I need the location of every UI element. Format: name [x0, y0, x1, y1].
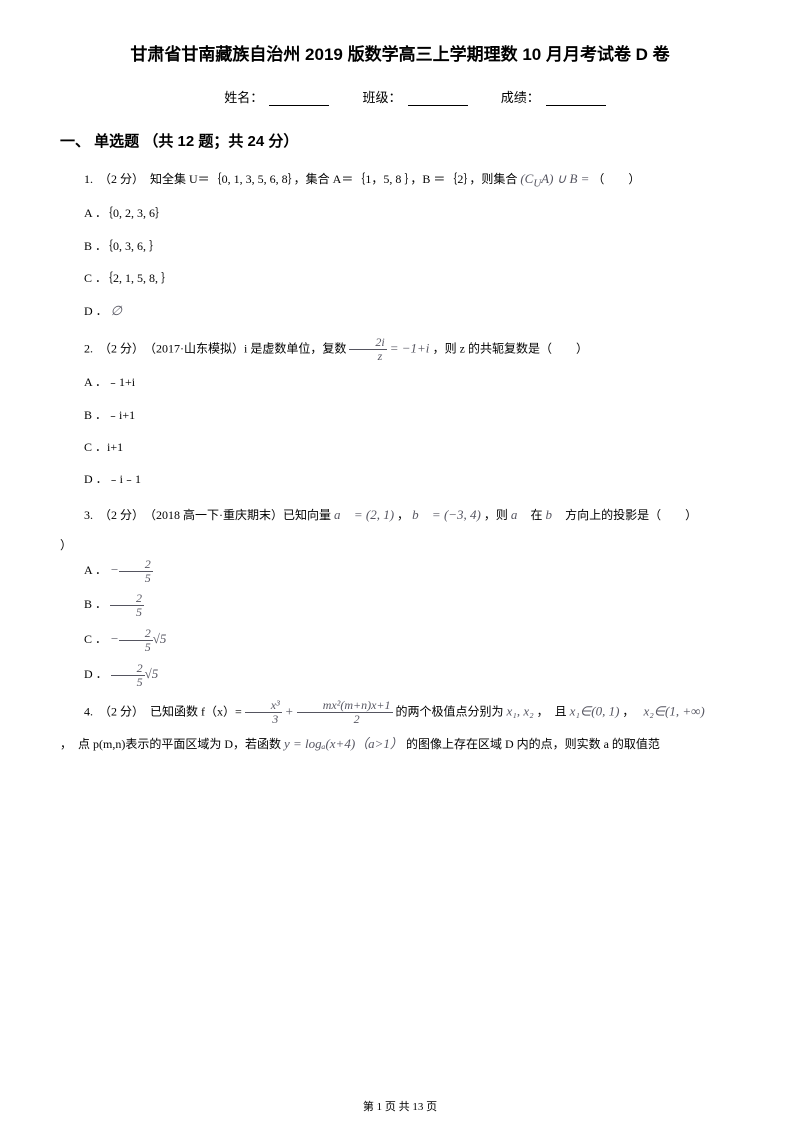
q1-option-d: D ． ∅ [60, 297, 740, 326]
q2-option-b: B ．﹣i+1 [60, 402, 740, 428]
q4-stem-pre: 4. （2 分） 已知函数 f（x）= [84, 705, 245, 719]
q2-option-d: D ．﹣i﹣1 [60, 466, 740, 492]
q1-option-b: B ．｛0, 3, 6, ｝ [60, 233, 740, 259]
q3-mid1: ， [397, 508, 412, 522]
q3-d-pre: D ． [84, 667, 108, 681]
q3-close-paren: ） [60, 534, 740, 557]
q4-x1x2-icon: x₁, x₂ [507, 704, 534, 719]
q3-stem: 3. （2 分） （2018 高一下·重庆期末）已知向量 a⃗ = (2, 1)… [60, 503, 740, 528]
page-title: 甘肃省甘南藏族自治州 2019 版数学高三上学期理数 10 月月考试卷 D 卷 [60, 40, 740, 65]
name-label: 姓名： [224, 90, 263, 105]
q1-stem-post: （ ） [592, 172, 640, 186]
q4-l2-post: 的图像上存在区域 D 内的点，则实数 a 的取值范 [406, 737, 660, 751]
name-blank[interactable] [269, 91, 329, 106]
q2-stem-post: ，则 z 的共轭复数是（ ） [433, 341, 588, 355]
q1-stem-pre: 1. （2 分） 知全集 U＝｛0, 1, 3, 5, 6, 8｝，集合 A＝｛… [84, 172, 517, 186]
q3-option-b: B ． 25 [60, 591, 740, 619]
q3-d-frac-icon: 25 [111, 662, 145, 689]
q3-a-formula-icon: − [110, 562, 119, 577]
exam-page: 甘肃省甘南藏族自治州 2019 版数学高三上学期理数 10 月月考试卷 D 卷 … [0, 0, 800, 1132]
q3-mid3: 在 [531, 508, 546, 522]
q1-d-label: D ． [84, 304, 108, 318]
q3-d-sqrt-icon: √5 [145, 666, 159, 681]
q4-mid2: ， 且 [537, 705, 567, 719]
q3-stem-post: 方向上的投影是（ ） [565, 508, 697, 522]
q3-b-frac-icon: 25 [110, 592, 144, 619]
student-info-row: 姓名： 班级： 成绩： [60, 87, 740, 106]
q3-c-pre: C ． [84, 632, 107, 646]
q2-stem: 2. （2 分） （2017·山东模拟）i 是虚数单位，复数 2iz = −1+… [60, 336, 740, 363]
page-footer: 第 1 页 共 13 页 [0, 1098, 800, 1114]
q4-stem-line1: 4. （2 分） 已知函数 f（x）= x³3 + mx²(m+n)x+12 的… [60, 699, 740, 726]
q4-frac2-icon: mx²(m+n)x+12 [297, 699, 393, 726]
q1-option-c: C ．｛2, 1, 5, 8, ｝ [60, 265, 740, 291]
question-1: 1. （2 分） 知全集 U＝｛0, 1, 3, 5, 6, 8｝，集合 A＝｛… [60, 167, 740, 326]
q2-option-a: A ．﹣1+i [60, 369, 740, 395]
question-4: 4. （2 分） 已知函数 f（x）= x³3 + mx²(m+n)x+12 的… [60, 699, 740, 757]
q2-eq-icon: = −1+i [390, 340, 433, 355]
q3-vec-b-icon: b⃗ = (−3, 4) [412, 507, 481, 522]
q1-stem: 1. （2 分） 知全集 U＝｛0, 1, 3, 5, 6, 8｝，集合 A＝｛… [60, 167, 740, 194]
score-label: 成绩： [501, 90, 540, 105]
q3-option-a: A ． −25 [60, 556, 740, 585]
class-blank[interactable] [408, 91, 468, 106]
q3-c-sqrt-icon: √5 [153, 631, 167, 646]
q3-c-frac-icon: 25 [119, 627, 153, 654]
q3-a-sym-icon: a⃗ [511, 507, 528, 522]
q4-stem-line2: ， 点 p(m,n)表示的平面区域为 D，若函数 y = logₐ(x+4)（a… [60, 732, 740, 757]
score-blank[interactable] [546, 91, 606, 106]
q3-option-c: C ． −25√5 [60, 625, 740, 654]
q2-stem-pre: 2. （2 分） （2017·山东模拟）i 是虚数单位，复数 [84, 341, 349, 355]
question-3: 3. （2 分） （2018 高一下·重庆期末）已知向量 a⃗ = (2, 1)… [60, 503, 740, 689]
q4-l2-pre: ， 点 p(m,n)表示的平面区域为 D，若函数 [60, 737, 281, 751]
q4-x2in-icon: x₂∈(1, +∞) [643, 704, 704, 719]
question-2: 2. （2 分） （2017·山东模拟）i 是虚数单位，复数 2iz = −1+… [60, 336, 740, 493]
q3-stem-pre: 3. （2 分） （2018 高一下·重庆期末）已知向量 [84, 508, 334, 522]
q4-mid1: 的两个极值点分别为 [396, 705, 504, 719]
q1-option-a: A ．｛0, 2, 3, 6｝ [60, 200, 740, 226]
empty-set-icon: ∅ [111, 303, 122, 318]
q4-mid3: ， [622, 705, 640, 719]
q3-a-frac-icon: 25 [119, 558, 153, 585]
q1-formula-icon: (CUA) ∪ B = [520, 171, 589, 186]
q2-fraction-icon: 2iz [349, 336, 386, 363]
q4-log-icon: y = logₐ(x+4)（a>1） [284, 736, 403, 751]
q4-x1in-icon: x₁∈(0, 1) [570, 704, 620, 719]
q3-vec-a-icon: a⃗ = (2, 1) [334, 507, 394, 522]
section-1-header: 一、 单选题 （共 12 题；共 24 分） [60, 130, 740, 151]
q2-option-c: C ．i+1 [60, 434, 740, 460]
class-label: 班级： [362, 90, 401, 105]
q3-mid2: ，则 [484, 508, 511, 522]
q4-plus-icon: + [285, 704, 297, 719]
q3-option-d: D ． 25√5 [60, 660, 740, 689]
q3-a-pre: A ． [84, 563, 107, 577]
q3-c-formula-icon: − [110, 631, 119, 646]
q3-b-sym-icon: b⃗ [546, 507, 563, 522]
q3-b-pre: B ． [84, 597, 107, 611]
q4-frac1-icon: x³3 [245, 699, 282, 726]
